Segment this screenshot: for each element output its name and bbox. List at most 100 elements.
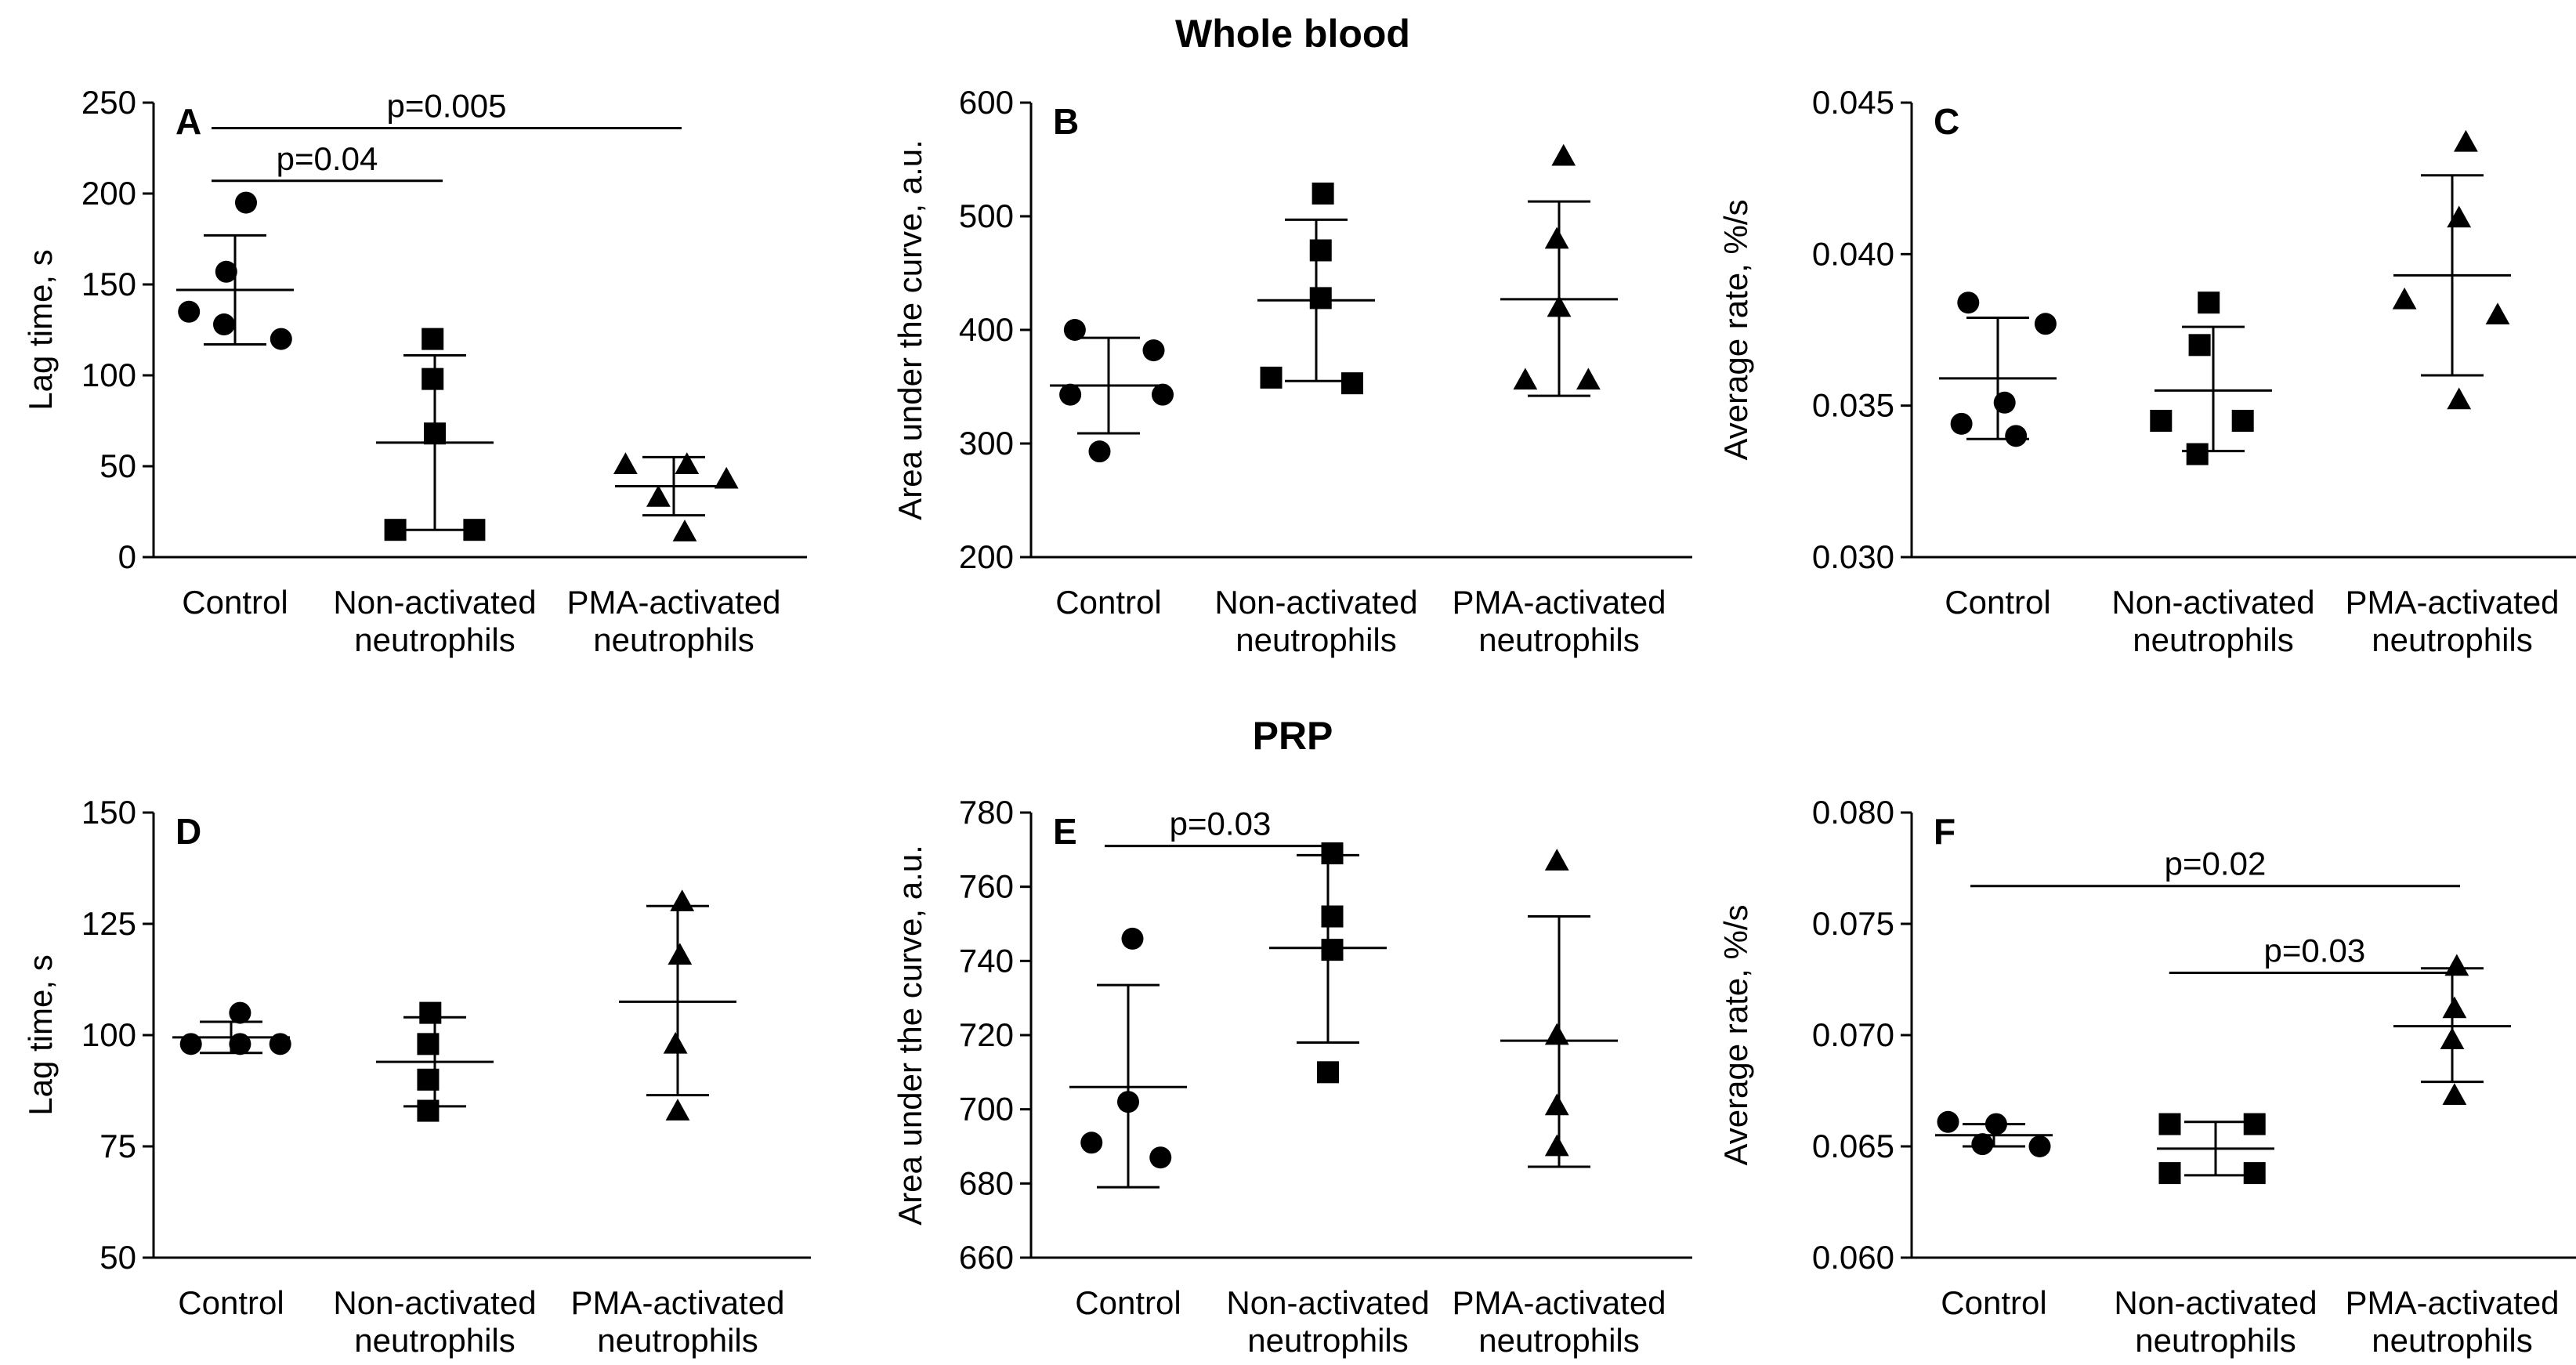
data-point-circle [1957,291,1980,314]
y-tick-label: 400 [959,311,1014,348]
y-axis-label: Area under the curve, a.u. [892,139,928,520]
data-point-circle [1950,412,1973,435]
data-point-circle [1993,391,2016,414]
data-point-square [1309,239,1332,262]
data-point-square [1312,183,1334,205]
data-point-circle [2034,313,2057,335]
chart-panel-c: 0.030 0.035 0.040 0.045 Average rate, %/s C Co… [1717,84,2576,658]
y-axis-label: Average rate, %/s [1717,199,1754,460]
y-tick-label: 75 [99,1128,136,1164]
data-point-square [417,1033,440,1055]
y-tick-label: 100 [81,357,136,393]
data-point-circle [215,260,237,283]
x-tick-label: Non-activated [333,584,536,621]
data-point-circle [1152,383,1174,406]
panel-label: D [175,811,201,852]
y-tick-label: 500 [959,197,1014,234]
chart-panel-d: 50 75 100 125 150 Lag time, s D Control Non-acti… [22,794,811,1359]
y-tick-label: 0.070 [1812,1016,1894,1053]
x-tick-label: Control [1075,1284,1181,1321]
y-tick-label: 0 [118,538,136,575]
data-point-square [1309,287,1332,310]
y-tick-label: 680 [959,1164,1014,1201]
y-tick-label: 50 [99,1239,136,1276]
data-point-triangle [2444,954,2469,976]
x-tick-label: Non-activated [333,1284,536,1321]
data-point-triangle [1551,143,1576,166]
significance-label: p=0.04 [277,140,378,177]
data-point-triangle [663,1031,688,1054]
x-tick-label: PMA-activated [566,584,780,621]
data-point-triangle [1576,368,1601,390]
x-tick-label: Non-activated [2111,584,2314,621]
data-point-square [2150,410,2173,432]
data-point-triangle [1544,1134,1569,1157]
data-point-square [2158,1113,2181,1135]
panel-label: B [1053,101,1079,142]
data-point-circle [2028,1135,2051,1157]
data-point-circle [1080,1131,1103,1154]
y-tick-label: 125 [81,905,136,942]
y-tick-label: 150 [81,266,136,302]
y-tick-label: 200 [959,538,1014,575]
panel-label: E [1053,811,1077,852]
x-tick-label: neutrophils [2372,1322,2532,1359]
data-point-square [1317,1061,1339,1084]
data-point-triangle [670,889,695,911]
y-tick-label: 740 [959,942,1014,979]
y-tick-label: 300 [959,425,1014,462]
y-tick-label: 100 [81,1016,136,1053]
data-point-triangle [2392,287,2417,310]
x-tick-label: PMA-activated [1452,584,1666,621]
significance-label: p=0.005 [387,87,507,124]
data-point-square [2231,410,2254,432]
chart-panel-b: 200 300 400 500 600 Area under the curve, a.u… [892,84,1692,658]
y-tick-label: 50 [99,447,136,484]
data-point-square [2243,1113,2266,1135]
section-title-prp: PRP [1252,714,1333,758]
x-tick-label: neutrophils [1478,621,1639,658]
significance-label: p=0.02 [2165,845,2267,882]
data-point-triangle [1544,1093,1569,1116]
significance-label: p=0.03 [2264,932,2366,969]
data-point-triangle [613,452,638,474]
data-point-circle [1142,339,1165,362]
x-tick-label: neutrophils [593,621,754,658]
y-tick-label: 0.060 [1812,1239,1894,1276]
data-point-square [1321,939,1344,961]
x-tick-label: neutrophils [354,621,515,658]
data-point-circle [1059,383,1082,406]
x-tick-label: neutrophils [354,1322,515,1359]
y-tick-label: 700 [959,1091,1014,1128]
data-point-square [421,368,444,390]
y-axis-label: Average rate, %/s [1717,904,1754,1165]
x-tick-label: PMA-activated [2345,1284,2559,1321]
data-point-triangle [1513,368,1538,390]
chart-panel-a: 0 50 100 150 200 250 Lag time, s A Control Non-ac… [22,84,807,658]
data-point-square [417,1068,440,1091]
data-point-square [2243,1162,2266,1185]
data-point-circle [229,1001,251,1024]
data-point-square [1321,905,1344,928]
y-tick-label: 0.080 [1812,794,1894,831]
data-point-triangle [2442,1083,2467,1105]
x-tick-label: PMA-activated [570,1284,784,1321]
y-tick-label: 720 [959,1016,1014,1053]
data-point-triangle [1544,849,1569,871]
y-tick-label: 0.045 [1812,84,1894,121]
data-point-triangle [672,520,697,541]
data-point-square [417,1099,440,1122]
data-point-square [2158,1162,2181,1185]
data-point-triangle [2447,205,2472,228]
data-point-square [463,519,486,541]
data-point-circle [1117,1091,1139,1113]
data-point-circle [1971,1133,1994,1156]
chart-panel-e: 660 680 700 720 740 760 780 Area under the curv… [892,794,1692,1359]
y-tick-label: 150 [81,794,136,831]
data-point-square [2198,291,2220,314]
x-tick-label: Control [1945,584,2050,621]
y-tick-label: 760 [959,868,1014,905]
x-tick-label: PMA-activated [2345,584,2559,621]
data-point-square [419,1001,442,1024]
